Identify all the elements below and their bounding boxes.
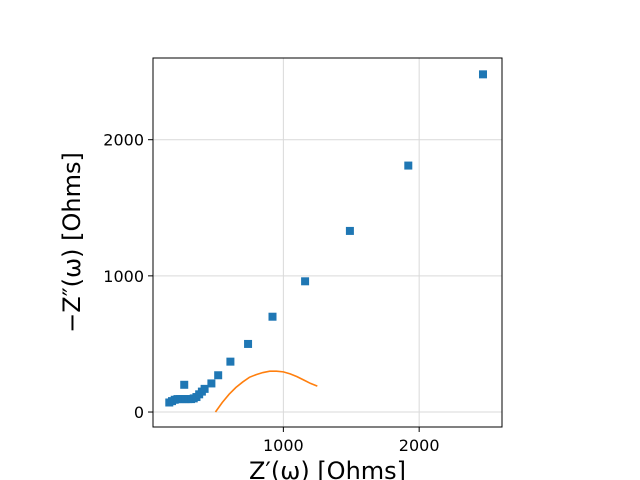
data-point-marker — [345, 226, 354, 235]
axis-ticks: 1000 2000 0 1000 2000 — [103, 131, 439, 455]
data-point-marker — [244, 339, 253, 348]
x-tick-label: 2000 — [399, 436, 440, 455]
data-point-marker — [226, 357, 235, 366]
measured-data-series — [165, 70, 487, 407]
x-axis-label: Z′(ω) [Ohms] — [249, 457, 406, 480]
y-tick-label: 0 — [134, 403, 144, 422]
x-tick-label: 1000 — [263, 436, 304, 455]
data-point-marker — [214, 371, 223, 380]
y-tick-label: 1000 — [103, 267, 144, 286]
grid-lines — [153, 58, 502, 427]
data-point-marker — [301, 277, 310, 286]
data-point-marker — [268, 312, 277, 321]
plot-area-frame — [152, 57, 503, 428]
data-point-marker — [478, 70, 487, 79]
data-point-marker — [207, 379, 216, 388]
fit-curve-line — [214, 370, 318, 413]
y-tick-label: 2000 — [103, 131, 144, 150]
data-point-marker — [404, 161, 413, 170]
data-point-marker — [180, 380, 189, 389]
y-axis-label: −Z″(ω) [Ohms] — [58, 152, 86, 333]
fit-curve-series — [214, 370, 318, 413]
data-point-marker — [200, 384, 209, 393]
